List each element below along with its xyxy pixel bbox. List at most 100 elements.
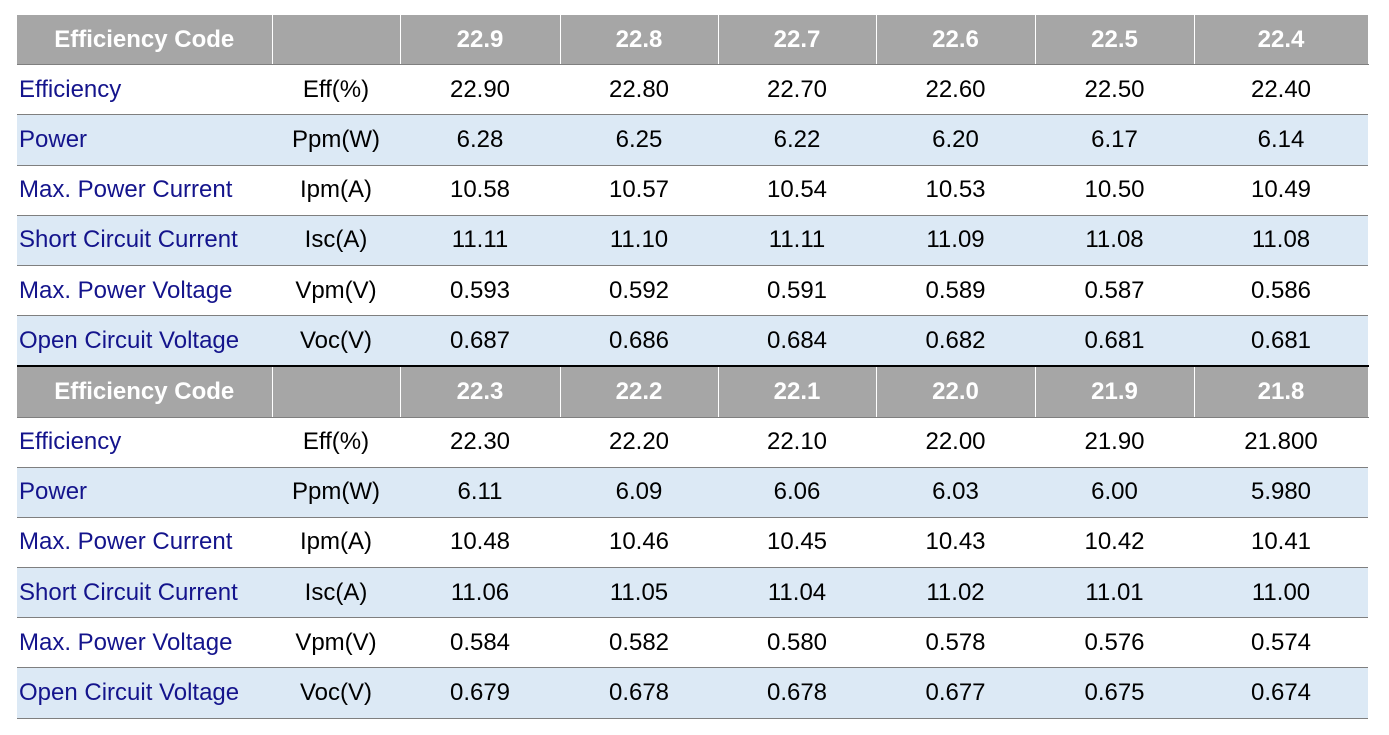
value-cell: 11.10 [560,215,718,266]
value-cell: 10.54 [718,165,876,216]
efficiency-code: 21.8 [1194,365,1369,418]
efficiency-code: 22.8 [560,15,719,66]
data-row: Max. Power Current Ipm(A) 10.58 10.57 10.54 1… [17,165,1368,216]
parameter-unit: Ipm(A) [272,165,400,216]
efficiency-code: 21.9 [1035,365,1195,418]
parameter-name: Max. Power Current [17,517,272,569]
efficiency-code: 22.5 [1035,15,1195,66]
value-cell: 10.42 [1035,517,1194,569]
value-cell: 10.57 [560,165,718,216]
value-cell: 11.08 [1194,215,1368,266]
value-cell: 0.687 [400,315,560,367]
parameter-name: Max. Power Current [17,165,272,216]
data-row: Power Ppm(W) 6.11 6.09 6.06 6.03 6.00 5.980 [17,467,1368,518]
parameter-name: Power [17,114,272,166]
value-cell: 6.14 [1194,114,1368,166]
value-cell: 10.46 [560,517,718,569]
value-cell: 11.09 [876,215,1035,266]
data-row: Short Circuit Current Isc(A) 11.11 11.10 11.… [17,215,1368,266]
value-cell: 22.20 [560,417,718,468]
value-cell: 22.90 [400,64,560,116]
header-blank [272,365,401,418]
value-cell: 0.576 [1035,617,1194,669]
data-row: Efficiency Eff(%) 22.30 22.20 22.10 22.00 21.9… [17,417,1368,468]
efficiency-code: 22.6 [876,15,1036,66]
value-cell: 21.800 [1194,417,1368,468]
value-cell: 0.681 [1035,315,1194,367]
value-cell: 6.09 [560,467,718,518]
value-cell: 0.587 [1035,265,1194,317]
performance-table: Efficiency Code 22.9 22.8 22.7 22.6 22.5 22.4 E… [17,15,1369,719]
parameter-unit: Eff(%) [272,64,400,116]
value-cell: 0.681 [1194,315,1368,367]
value-cell: 0.592 [560,265,718,317]
parameter-name: Max. Power Voltage [17,265,272,317]
value-cell: 10.58 [400,165,560,216]
value-cell: 0.582 [560,617,718,669]
value-cell: 11.05 [560,567,718,619]
parameter-unit: Ppm(W) [272,114,400,166]
parameter-unit: Voc(V) [272,315,400,367]
value-cell: 10.48 [400,517,560,569]
value-cell: 0.589 [876,265,1035,317]
efficiency-code: 22.1 [718,365,877,418]
value-cell: 11.02 [876,567,1035,619]
parameter-name: Open Circuit Voltage [17,315,272,367]
data-row: Max. Power Current Ipm(A) 10.48 10.46 10.45 1… [17,517,1368,569]
value-cell: 11.01 [1035,567,1194,619]
value-cell: 6.20 [876,114,1035,166]
data-row: Max. Power Voltage Vpm(V) 0.584 0.582 0.580 0… [17,617,1368,669]
parameter-unit: Eff(%) [272,417,400,468]
data-row: Open Circuit Voltage Voc(V) 0.679 0.678 0.67… [17,667,1368,719]
data-row: Efficiency Eff(%) 22.90 22.80 22.70 22.60 22.5… [17,64,1368,116]
value-cell: 0.686 [560,315,718,367]
efficiency-code: 22.2 [560,365,719,418]
table-body: Efficiency Code 22.9 22.8 22.7 22.6 22.5 22.4 E… [17,15,1369,719]
parameter-unit: Ppm(W) [272,467,400,518]
value-cell: 0.675 [1035,667,1194,719]
value-cell: 10.43 [876,517,1035,569]
header-blank [272,15,401,66]
value-cell: 22.60 [876,64,1035,116]
value-cell: 6.25 [560,114,718,166]
value-cell: 6.06 [718,467,876,518]
value-cell: 22.80 [560,64,718,116]
value-cell: 10.45 [718,517,876,569]
value-cell: 6.11 [400,467,560,518]
value-cell: 0.684 [718,315,876,367]
value-cell: 0.584 [400,617,560,669]
parameter-unit: Vpm(V) [272,617,400,669]
efficiency-code: 22.4 [1194,15,1369,66]
parameter-unit: Vpm(V) [272,265,400,317]
header-label: Efficiency Code [17,15,273,66]
value-cell: 11.08 [1035,215,1194,266]
header-label: Efficiency Code [17,365,273,418]
parameter-name: Power [17,467,272,518]
value-cell: 22.40 [1194,64,1368,116]
value-cell: 11.06 [400,567,560,619]
value-cell: 22.10 [718,417,876,468]
value-cell: 0.682 [876,315,1035,367]
efficiency-code: 22.9 [400,15,561,66]
value-cell: 6.03 [876,467,1035,518]
value-cell: 0.593 [400,265,560,317]
value-cell: 10.41 [1194,517,1368,569]
data-row: Open Circuit Voltage Voc(V) 0.687 0.686 0.68… [17,315,1368,367]
value-cell: 11.11 [400,215,560,266]
data-row: Power Ppm(W) 6.28 6.25 6.22 6.20 6.17 6.14 [17,114,1368,166]
value-cell: 6.22 [718,114,876,166]
data-row: Max. Power Voltage Vpm(V) 0.593 0.592 0.591 0… [17,265,1368,317]
parameter-unit: Isc(A) [272,215,400,266]
value-cell: 0.679 [400,667,560,719]
value-cell: 0.674 [1194,667,1368,719]
value-cell: 11.04 [718,567,876,619]
parameter-unit: Ipm(A) [272,517,400,569]
value-cell: 21.90 [1035,417,1194,468]
value-cell: 0.677 [876,667,1035,719]
value-cell: 6.17 [1035,114,1194,166]
value-cell: 11.00 [1194,567,1368,619]
value-cell: 5.980 [1194,467,1368,518]
value-cell: 10.49 [1194,165,1368,216]
header-row: Efficiency Code 22.3 22.2 22.1 22.0 21.9 21.8 [17,365,1369,418]
